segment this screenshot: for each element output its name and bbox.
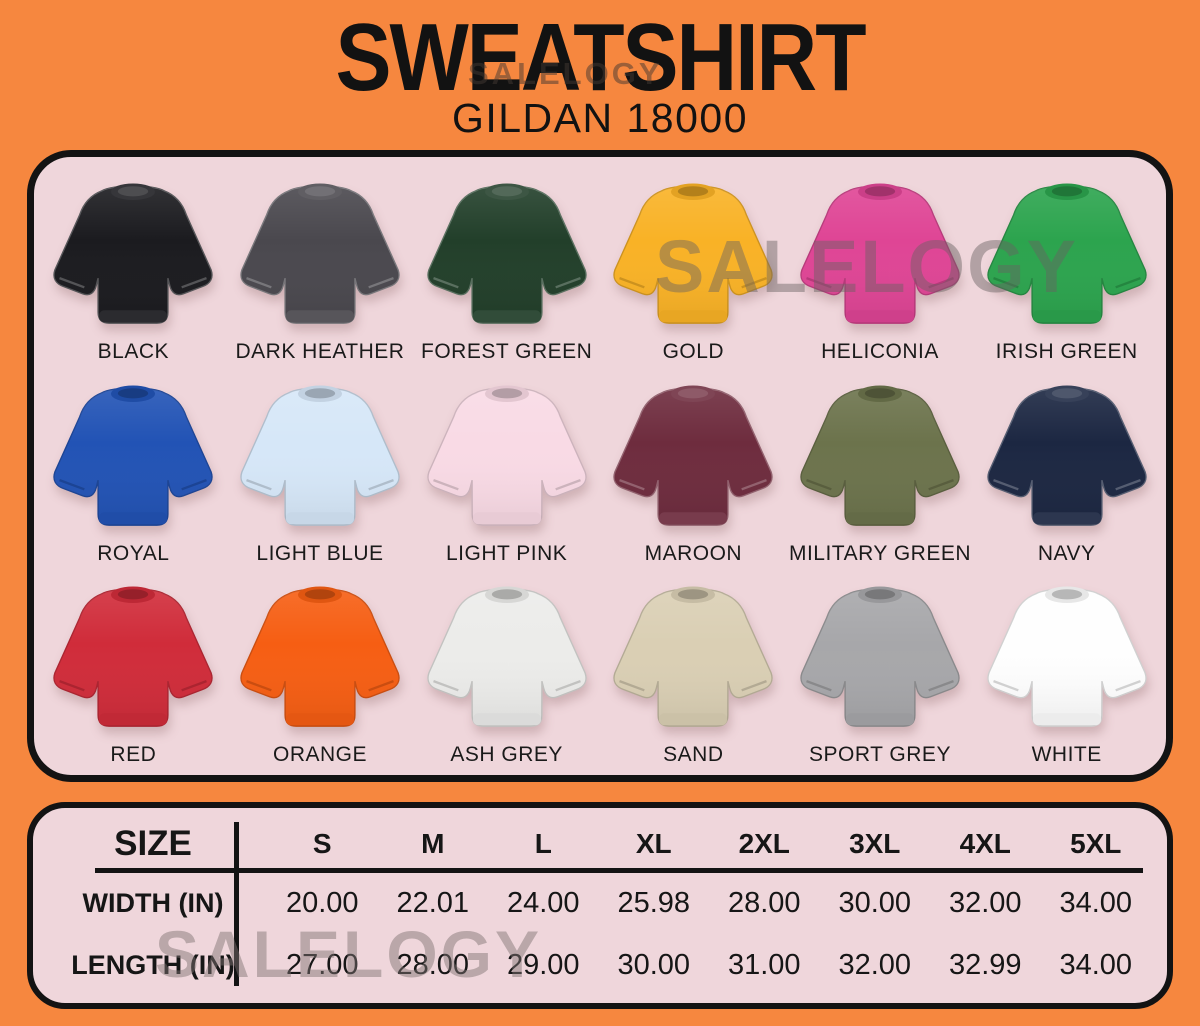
- length-value: 32.00: [838, 948, 912, 981]
- swatch-gold: GOLD: [600, 163, 787, 364]
- width-value: 32.00: [948, 886, 1022, 919]
- width-value: 34.00: [1059, 886, 1133, 919]
- width-value: 25.98: [617, 886, 691, 919]
- swatch-royal: ROYAL: [40, 364, 227, 565]
- color-name: ROYAL: [97, 541, 170, 565]
- sweatshirt-icon: [613, 385, 774, 526]
- length-value: 28.00: [396, 948, 470, 981]
- size-col-5xl: 5XL: [1070, 828, 1122, 859]
- swatch-orange: ORANGE: [227, 566, 414, 767]
- sweatshirt-icon: [240, 385, 400, 526]
- size-col-2xl: 2XL: [738, 828, 790, 859]
- size-table: SIZE S M L XL 2XL 3XL 4XL 5XL WIDTH (IN)…: [33, 808, 1167, 1003]
- width-row-label: WIDTH (IN): [82, 887, 224, 918]
- size-col-s: S: [312, 828, 332, 859]
- page-subtitle: GILDAN 18000: [451, 95, 749, 141]
- swatch-military-green: MILITARY GREEN: [787, 364, 974, 565]
- color-name: LIGHT BLUE: [256, 541, 384, 565]
- color-name: WHITE: [1031, 742, 1102, 766]
- swatch-sport-grey: SPORT GREY: [787, 566, 974, 767]
- size-col-l: L: [534, 828, 552, 859]
- length-value: 30.00: [617, 948, 691, 981]
- swatch-ash-grey: ASH GREY: [413, 566, 600, 767]
- color-name: IRISH GREEN: [995, 340, 1138, 364]
- length-value: 31.00: [727, 948, 801, 981]
- sweatshirt-icon: [426, 385, 587, 526]
- sweatshirt-icon: [53, 385, 214, 526]
- color-name: MAROON: [644, 541, 743, 565]
- width-value: 28.00: [727, 886, 801, 919]
- color-name: LIGHT PINK: [446, 541, 568, 565]
- length-value: 29.00: [506, 948, 580, 981]
- swatch-light-blue: LIGHT BLUE: [227, 364, 414, 565]
- color-name: SAND: [663, 742, 724, 766]
- size-col-m: M: [421, 828, 445, 859]
- size-table-panel: SIZE S M L XL 2XL 3XL 4XL 5XL WIDTH (IN)…: [27, 802, 1173, 1009]
- color-grid: BLACK DARK HEATHER FOREST GREEN: [34, 157, 1166, 775]
- swatch-heliconia: HELICONIA: [787, 163, 974, 364]
- color-name: DARK HEATHER: [235, 340, 405, 364]
- color-name: RED: [110, 742, 157, 766]
- swatch-forest-green: FOREST GREEN: [413, 163, 600, 364]
- swatch-irish-green: IRISH GREEN: [973, 163, 1160, 364]
- swatch-red: RED: [40, 566, 227, 767]
- swatch-navy: NAVY: [973, 364, 1160, 565]
- color-name: ORANGE: [272, 742, 367, 766]
- sweatshirt-icon: [240, 183, 400, 325]
- color-name: HELICONIA: [821, 340, 939, 364]
- sweatshirt-icon: [986, 385, 1147, 526]
- swatch-white: WHITE: [973, 566, 1160, 767]
- swatch-light-pink: LIGHT PINK: [413, 364, 600, 565]
- size-col-xl: XL: [635, 828, 672, 859]
- sweatshirt-icon: [53, 586, 214, 727]
- width-value: 24.00: [506, 886, 580, 919]
- color-name: MILITARY GREEN: [788, 541, 972, 565]
- sweatshirt-icon: [53, 183, 214, 325]
- sweatshirt-icon: [800, 183, 960, 325]
- sweatshirt-icon: [426, 586, 587, 727]
- length-value: 27.00: [285, 948, 359, 981]
- sweatshirt-icon: [613, 183, 774, 325]
- length-value: 32.99: [948, 948, 1022, 981]
- size-table-corner: SIZE: [114, 824, 192, 863]
- sweatshirt-icon: [426, 183, 587, 325]
- sweatshirt-icon: [800, 586, 960, 727]
- sweatshirt-icon: [986, 183, 1147, 325]
- color-name: BLACK: [97, 340, 170, 364]
- color-name: SPORT GREY: [809, 742, 951, 766]
- sweatshirt-icon: [800, 385, 960, 526]
- color-name: ASH GREY: [450, 742, 563, 766]
- color-name: GOLD: [662, 340, 725, 364]
- sweatshirt-icon: [613, 586, 774, 727]
- width-value: 20.00: [285, 886, 359, 919]
- swatch-maroon: MAROON: [600, 364, 787, 565]
- size-col-4xl: 4XL: [959, 828, 1011, 859]
- swatch-dark-heather: DARK HEATHER: [227, 163, 414, 364]
- sweatshirt-icon: [986, 586, 1147, 727]
- length-value: 34.00: [1059, 948, 1133, 981]
- length-row-label: LENGTH (IN): [71, 949, 235, 980]
- color-name: FOREST GREEN: [421, 340, 593, 364]
- table-vertical-divider: [234, 822, 239, 986]
- page-title: SWEATSHIRT: [335, 3, 866, 111]
- swatch-black: BLACK: [40, 163, 227, 364]
- width-value: 30.00: [838, 886, 912, 919]
- width-value: 22.01: [396, 886, 470, 919]
- color-chart-panel: BLACK DARK HEATHER FOREST GREEN: [27, 150, 1173, 782]
- size-col-3xl: 3XL: [849, 828, 901, 859]
- swatch-sand: SAND: [600, 566, 787, 767]
- table-header-divider: [95, 868, 1143, 873]
- sweatshirt-icon: [240, 586, 400, 727]
- color-name: NAVY: [1037, 541, 1096, 565]
